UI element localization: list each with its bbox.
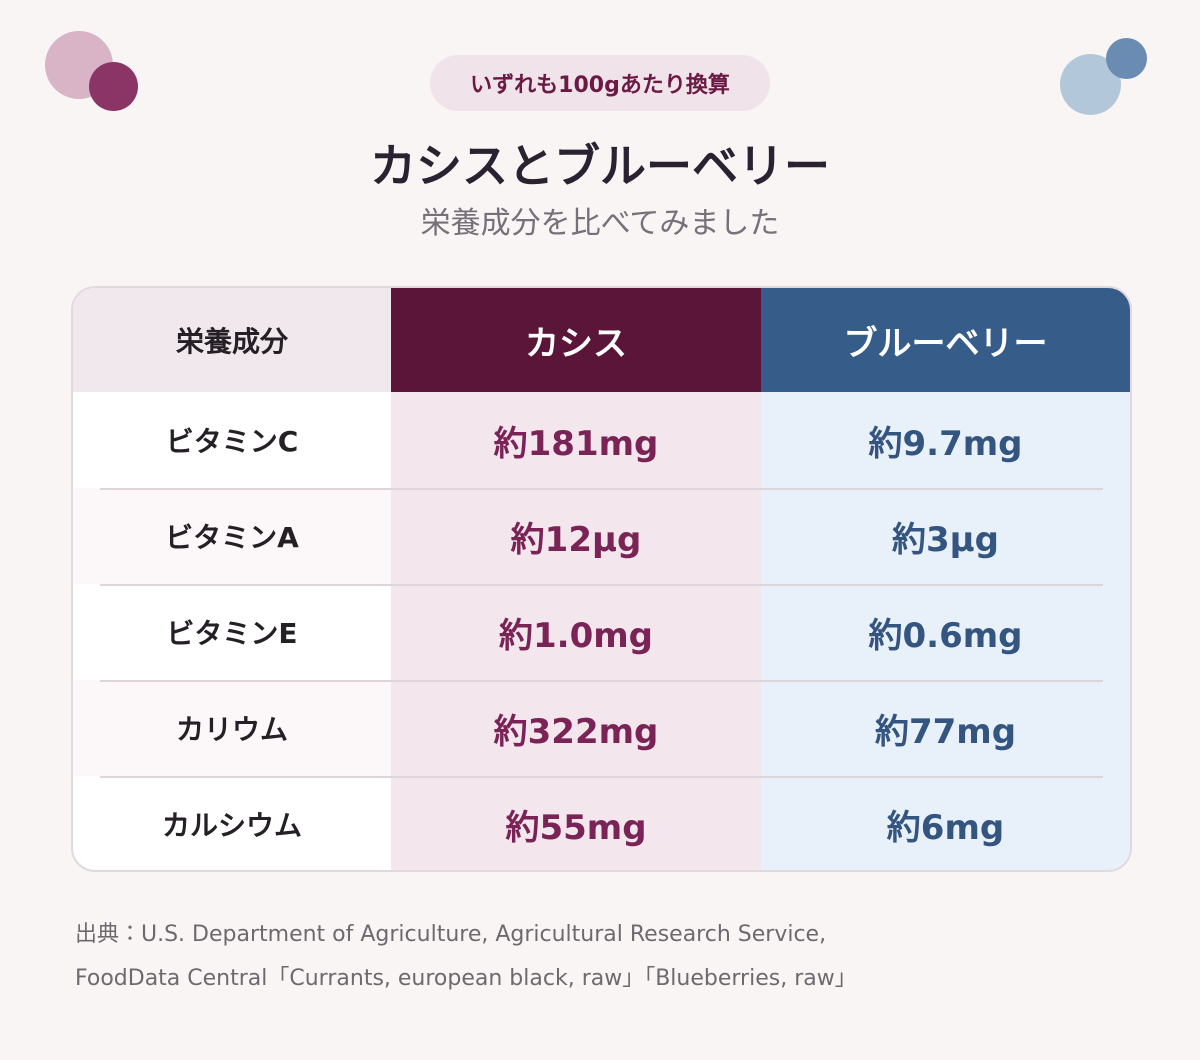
- table-row: カリウム 約322mg 約77mg: [73, 680, 1130, 776]
- title: カシスとブルーベリー: [370, 139, 830, 193]
- header-cell: カシス: [391, 288, 761, 392]
- table-row: カルシウム 約55mg 約6mg: [73, 776, 1130, 870]
- source-line: 出典：U.S. Department of Agriculture, Agric…: [75, 922, 827, 947]
- row-label: ビタミンE: [166, 617, 298, 650]
- value-cell: 約55mg: [391, 776, 761, 870]
- table-row: ビタミンA 約12µg 約3µg: [73, 488, 1130, 584]
- row-label: ビタミンA: [73, 488, 391, 584]
- row-separator: [100, 776, 1103, 778]
- row-label: ビタミンC: [165, 425, 299, 458]
- row-separator: [100, 488, 1103, 490]
- table-header: 栄養成分 カシス ブルーベリー: [73, 288, 1130, 392]
- value-cell: 約0.6mg: [761, 584, 1130, 680]
- source-line: FoodData Central「Currants, european blac…: [75, 966, 857, 991]
- table-row: ビタミンE 約1.0mg 約0.6mg: [73, 584, 1130, 680]
- value-cell: 約12µg: [391, 488, 761, 584]
- row-label: カルシウム: [161, 809, 302, 842]
- value-cell: 約3µg: [761, 488, 1130, 584]
- badge: いずれも100gあたり換算: [430, 55, 770, 111]
- subtitle: 栄養成分を比べてみました: [420, 206, 780, 241]
- deco-circle: [89, 62, 138, 111]
- value-cell: 約6mg: [761, 776, 1130, 870]
- row-separator: [100, 680, 1103, 682]
- row-label: カリウム: [73, 680, 391, 776]
- row-separator: [100, 584, 1103, 586]
- value-cell: 約9.7mg: [761, 392, 1130, 488]
- table-row: ビタミンC 約181mg 約9.7mg: [73, 392, 1130, 488]
- value-cell: 約181mg: [391, 392, 761, 488]
- value-cell: 約322mg: [391, 680, 761, 776]
- header-cell: ブルーベリー: [761, 288, 1130, 392]
- deco-circle: [1106, 38, 1147, 79]
- value-cell: 約1.0mg: [391, 584, 761, 680]
- value-cell: 約77mg: [761, 680, 1130, 776]
- header-cell: 栄養成分: [73, 288, 391, 392]
- comparison-table: 栄養成分 カシス ブルーベリー ビタミンC 約181mg 約9.7mg ビタミンA 約1…: [71, 286, 1132, 872]
